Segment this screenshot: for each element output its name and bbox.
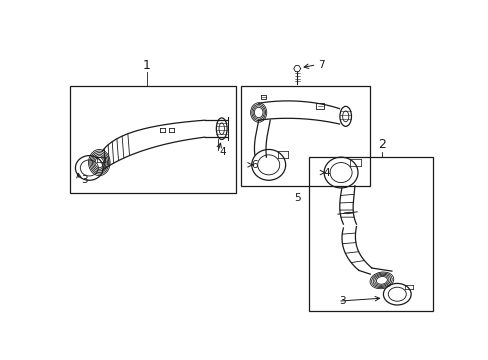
Text: 2: 2 <box>377 138 385 151</box>
Text: 5: 5 <box>293 193 300 203</box>
Text: 3: 3 <box>81 175 87 185</box>
Text: 3: 3 <box>339 296 346 306</box>
Bar <box>241 86 369 186</box>
Bar <box>308 157 432 311</box>
Text: 4: 4 <box>323 167 329 177</box>
Text: 6: 6 <box>250 160 257 170</box>
Text: 1: 1 <box>143 59 151 72</box>
Text: 4: 4 <box>219 147 225 157</box>
Bar <box>70 86 235 193</box>
Text: 7: 7 <box>317 60 324 70</box>
